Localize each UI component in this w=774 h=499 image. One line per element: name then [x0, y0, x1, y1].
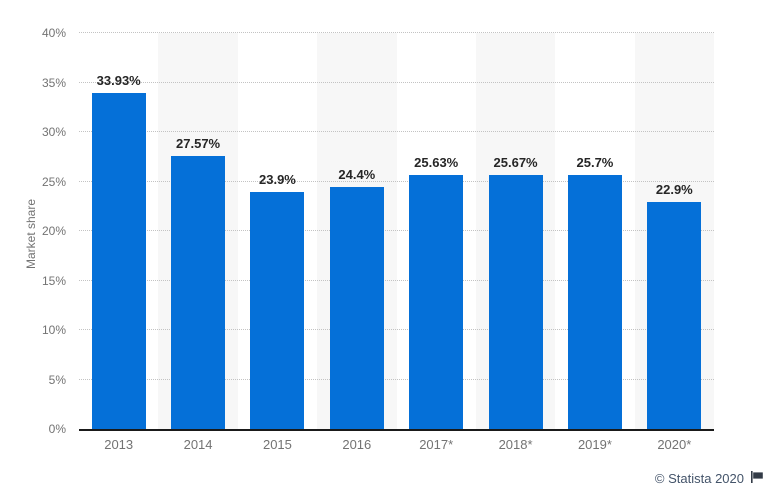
gridline	[79, 131, 714, 132]
y-axis-ticks: 0% 5% 10% 15% 20% 25% 30% 35% 40%	[0, 26, 66, 436]
column-2013: 33.93%	[79, 33, 158, 429]
bar-value-label: 25.67%	[493, 154, 538, 170]
x-tick-label: 2020*	[657, 437, 692, 452]
statista-flag-icon[interactable]	[750, 470, 764, 487]
x-tick-label: 2019*	[577, 437, 612, 452]
bar-2017*[interactable]	[409, 175, 464, 429]
x-tick-label: 2014	[183, 437, 213, 452]
bar-value-label: 24.4%	[338, 167, 376, 183]
gridline	[79, 230, 714, 231]
y-tick-label: 10%	[41, 323, 66, 337]
y-tick-label: 20%	[41, 224, 66, 238]
bar-value-label: 33.93%	[96, 73, 141, 89]
y-tick-label: 25%	[41, 174, 66, 189]
column-2018*: 25.67%	[475, 33, 556, 429]
column-2020*: 22.9%	[634, 33, 714, 429]
column-2014: 27.57%	[158, 33, 238, 429]
gridline	[79, 279, 714, 281]
plot-area: 33.93% 27.57% 23.9% 24.4% 25.63% 25.67% 25.7% 2…	[79, 32, 714, 431]
x-tick-label: 2017*	[419, 437, 454, 452]
bar-value-label: 23.9%	[259, 172, 296, 188]
gridline	[79, 329, 714, 330]
x-tick-label: 2016	[342, 437, 372, 452]
bar-2013[interactable]	[91, 93, 146, 429]
gridline	[79, 32, 714, 33]
x-tick-label: 2013	[104, 437, 134, 452]
bar-value-label: 22.9%	[655, 182, 693, 198]
column-2017*: 25.63%	[397, 33, 476, 429]
y-tick-label: 5%	[48, 372, 66, 387]
x-axis-labels: 2013 2014 2015 2016 2017* 2018* 2019* 2020*	[79, 437, 714, 452]
bar-value-label: 25.7%	[576, 154, 614, 170]
bar-2014[interactable]	[171, 156, 226, 429]
column-2015: 23.9%	[238, 33, 317, 429]
column-2019*: 25.7%	[555, 33, 634, 429]
footer: © Statista 2020	[655, 470, 764, 487]
y-tick-label: 30%	[41, 125, 66, 139]
bar-value-label: 25.63%	[414, 155, 459, 171]
x-tick-label: 2015	[262, 437, 292, 452]
y-tick-label: 15%	[41, 273, 66, 288]
y-tick-label: 40%	[41, 26, 66, 40]
bar-value-label: 27.57%	[176, 136, 221, 152]
bar-2019*[interactable]	[567, 174, 622, 429]
bar-2018*[interactable]	[488, 174, 543, 429]
bar-2020*[interactable]	[647, 202, 702, 429]
gridline	[79, 180, 714, 182]
bar-2015[interactable]	[250, 192, 305, 429]
column-2016: 24.4%	[317, 33, 397, 429]
x-tick-label: 2018*	[498, 437, 533, 452]
copyright-label[interactable]: © Statista 2020	[654, 471, 744, 486]
y-tick-label: 35%	[41, 75, 66, 90]
gridline	[79, 81, 714, 83]
bar-2016[interactable]	[329, 187, 384, 429]
gridline	[79, 378, 714, 380]
y-tick-label: 0%	[48, 422, 66, 436]
